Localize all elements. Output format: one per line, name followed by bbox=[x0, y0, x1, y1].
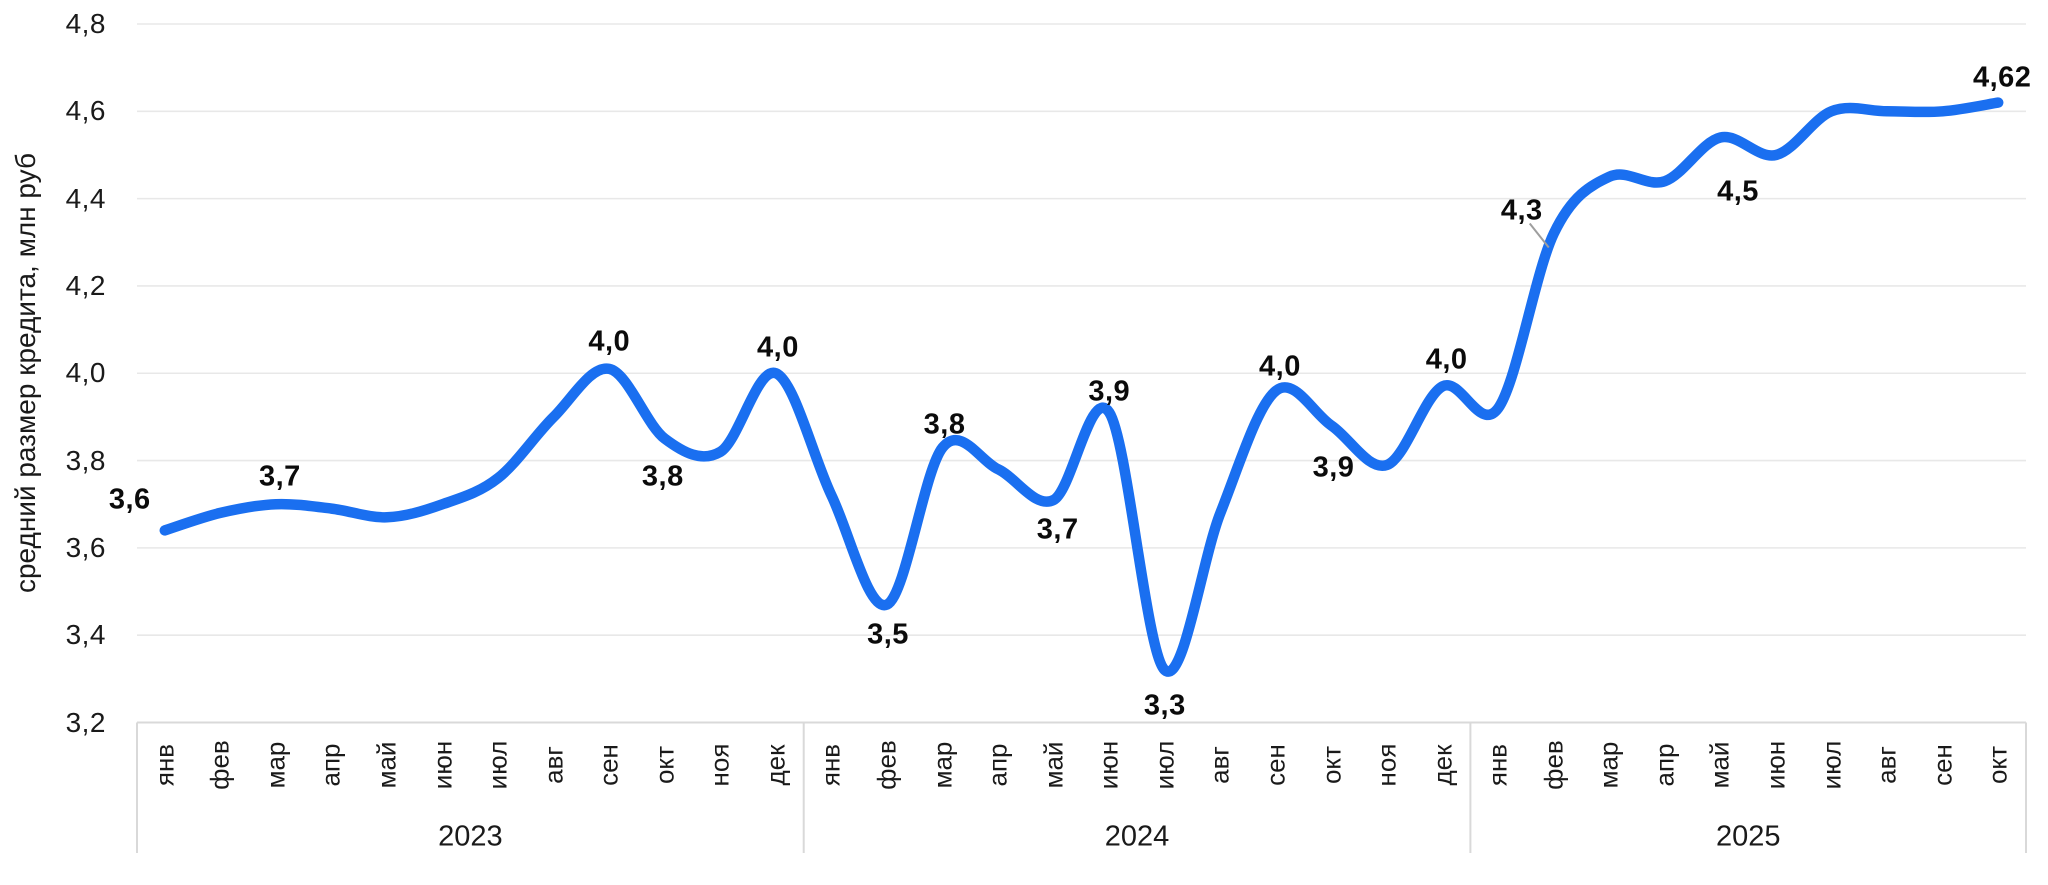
year-label: 2023 bbox=[438, 820, 503, 853]
data-label: 4,0 bbox=[1425, 343, 1468, 376]
month-label: окт bbox=[649, 745, 680, 785]
month-label: май bbox=[1704, 741, 1735, 789]
month-label: фев bbox=[871, 740, 902, 790]
month-label: июн bbox=[1760, 740, 1791, 790]
month-label: авг bbox=[538, 746, 569, 784]
month-label: окт bbox=[1316, 745, 1346, 785]
data-label: 3,7 bbox=[1036, 513, 1079, 546]
month-label: июл bbox=[1816, 740, 1847, 790]
data-label: 3,3 bbox=[1143, 689, 1186, 722]
y-tick-label: 4,2 bbox=[65, 269, 106, 301]
data-label: 4,0 bbox=[757, 331, 799, 364]
month-label: мар bbox=[1593, 741, 1624, 789]
month-label: июл bbox=[482, 740, 513, 790]
data-label: 4,0 bbox=[1259, 350, 1301, 383]
label-leader-line bbox=[1528, 222, 1550, 249]
y-tick-label: 4,0 bbox=[65, 357, 106, 389]
y-tick-label: 3,6 bbox=[65, 531, 106, 563]
year-label: 2025 bbox=[1715, 820, 1781, 853]
month-label: янв bbox=[149, 743, 180, 787]
month-label: апр bbox=[1649, 743, 1680, 787]
data-label: 4,0 bbox=[588, 325, 631, 358]
month-label: авг bbox=[1871, 746, 1902, 784]
y-tick-label: 4,4 bbox=[65, 182, 106, 214]
month-label: мар bbox=[927, 741, 958, 789]
month-label: ноя bbox=[704, 743, 735, 787]
month-label: сен bbox=[1260, 744, 1291, 786]
month-label: мар bbox=[260, 741, 291, 789]
month-label: июл bbox=[1149, 740, 1180, 790]
y-tick-label: 3,2 bbox=[65, 706, 106, 738]
month-label: янв bbox=[815, 743, 846, 787]
y-axis-title: средний размер кредита, млн руб bbox=[10, 152, 41, 594]
y-tick-label: 4,6 bbox=[65, 95, 106, 127]
data-label: 3,9 bbox=[1088, 375, 1131, 408]
month-label: фев bbox=[204, 740, 235, 790]
y-tick-label: 4,8 bbox=[65, 8, 106, 39]
month-label: дек bbox=[1427, 744, 1458, 786]
data-label: 3,8 bbox=[641, 460, 684, 493]
data-label: 4,3 bbox=[1500, 194, 1543, 227]
data-series-line bbox=[159, 97, 2004, 677]
data-label: 3,7 bbox=[258, 460, 301, 493]
month-label: апр bbox=[315, 743, 346, 787]
data-label: 3,8 bbox=[923, 408, 966, 441]
data-label: 3,6 bbox=[108, 483, 151, 516]
month-label: ноя bbox=[1371, 743, 1402, 787]
data-label: 4,62 bbox=[1972, 61, 2032, 94]
month-label: янв bbox=[1482, 743, 1513, 787]
month-label: май bbox=[1038, 741, 1069, 789]
month-label: сен bbox=[593, 744, 624, 786]
month-label: июн bbox=[1093, 740, 1124, 790]
month-label: июн bbox=[427, 740, 458, 790]
month-label: май bbox=[371, 741, 402, 789]
data-label: 4,5 bbox=[1717, 175, 1759, 208]
month-label: апр bbox=[982, 743, 1013, 787]
month-label: дек bbox=[760, 744, 791, 786]
data-label: 3,5 bbox=[867, 618, 909, 651]
month-label: сен bbox=[1927, 744, 1958, 786]
month-label: авг bbox=[1204, 746, 1235, 784]
y-tick-label: 3,4 bbox=[65, 619, 106, 651]
month-label: фев bbox=[1538, 740, 1569, 790]
y-tick-label: 3,8 bbox=[65, 444, 106, 476]
month-label: окт bbox=[1982, 745, 2013, 785]
year-label: 2024 bbox=[1104, 820, 1170, 853]
data-label: 3,9 bbox=[1312, 451, 1355, 484]
